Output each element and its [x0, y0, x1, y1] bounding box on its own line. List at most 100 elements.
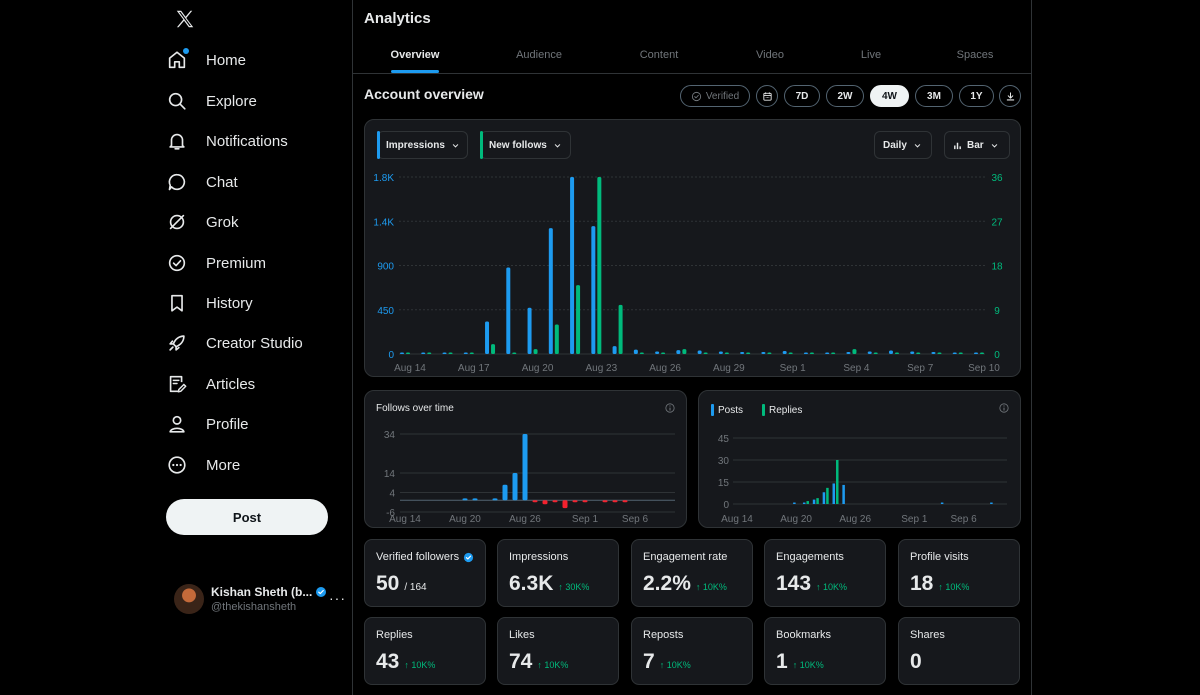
posts-bar	[940, 502, 944, 504]
legend-replies[interactable]: Replies	[762, 404, 802, 416]
impressions-bar	[548, 228, 553, 354]
metric-card-likes[interactable]: Likes 74 ↑ 10K%	[497, 617, 619, 685]
posts-bar	[842, 484, 845, 504]
metric-change: ↑ 10K%	[695, 582, 727, 592]
metric-value-text: 43	[376, 650, 400, 673]
tab-content[interactable]: Content	[639, 49, 679, 61]
nav-label: Creator Studio	[206, 334, 303, 352]
y-tick: 30	[718, 456, 730, 467]
x-tick: Sep 1	[780, 363, 807, 374]
metric-card-shares[interactable]: Shares 0	[898, 617, 1020, 685]
y-tick-right: 27	[991, 217, 1003, 228]
page-title: Analytics	[364, 10, 431, 27]
follow-gain-bar	[472, 498, 478, 501]
follows-bar	[788, 352, 793, 354]
analytics-tabs: Overview Audience Content Video Live Spa…	[353, 40, 1031, 74]
legend-replies-swatch	[762, 404, 765, 416]
tab-live[interactable]: Live	[860, 49, 882, 61]
range-3m-button[interactable]: 3M	[915, 85, 953, 107]
nav-creator-studio[interactable]: Creator Studio	[164, 325, 303, 361]
follows-bar	[703, 352, 708, 354]
legend-posts[interactable]: Posts	[711, 404, 743, 416]
x-tick: Aug 14	[394, 363, 426, 374]
verified-filter-label: Verified	[705, 90, 740, 102]
nav-more[interactable]: More	[164, 447, 240, 483]
nav-notifications[interactable]: Notifications	[164, 123, 288, 159]
x-tick: Aug 29	[713, 363, 745, 374]
metric-label-text: Profile visits	[910, 551, 969, 563]
more-circle-icon	[164, 452, 190, 478]
nav-grok[interactable]: Grok	[164, 204, 239, 240]
y-tick: 15	[718, 478, 730, 489]
follows-bar	[618, 304, 623, 354]
range-1y-button[interactable]: 1Y	[959, 85, 994, 107]
person-icon	[164, 411, 190, 437]
follows-bar	[469, 352, 474, 354]
nav-label: Profile	[206, 415, 249, 433]
y-tick: 14	[384, 469, 396, 480]
posts-bar	[990, 502, 993, 504]
verified-badge-icon	[164, 250, 190, 276]
info-icon[interactable]	[999, 403, 1009, 413]
y-tick-right: 36	[991, 173, 1003, 184]
interval-dropdown[interactable]: Daily	[874, 131, 932, 159]
account-switcher[interactable]: Kishan Sheth (b... @thekishansheth ···	[174, 582, 346, 616]
account-more-icon[interactable]: ···	[329, 590, 346, 606]
post-button[interactable]: Post	[166, 499, 328, 535]
range-7d-button[interactable]: 7D	[784, 85, 820, 107]
nav-chat[interactable]: Chat	[164, 164, 238, 200]
chevron-down-icon	[452, 143, 459, 148]
nav-label: More	[206, 456, 241, 474]
verified-filter-button[interactable]: Verified	[680, 85, 750, 107]
tab-overview[interactable]: Overview	[390, 49, 440, 61]
metric-card-bookmarks[interactable]: Bookmarks 1 ↑ 10K%	[764, 617, 886, 685]
metric-card-engagement-rate[interactable]: Engagement rate 2.2% ↑ 10K%	[631, 539, 753, 607]
metric-card-reposts[interactable]: Reposts 7 ↑ 10K%	[631, 617, 753, 685]
nav-history[interactable]: History	[164, 285, 253, 321]
metric-label-text: Bookmarks	[776, 629, 832, 641]
impressions-bar	[655, 351, 660, 354]
nav-home[interactable]: Home	[164, 42, 246, 78]
notification-dot	[183, 48, 189, 54]
follows-bar	[512, 352, 517, 354]
nav-articles[interactable]: Articles	[164, 366, 255, 402]
tab-spaces[interactable]: Spaces	[956, 49, 994, 61]
range-4w-button[interactable]: 4W	[870, 85, 909, 107]
tab-audience[interactable]: Audience	[516, 49, 562, 61]
metric-card-replies[interactable]: Replies 43 ↑ 10K%	[364, 617, 486, 685]
y-tick: 34	[384, 430, 396, 441]
follows-bar	[767, 352, 772, 354]
impressions-bar	[974, 352, 978, 354]
metric-value-text: 1	[776, 650, 788, 673]
calendar-button[interactable]	[756, 85, 778, 107]
follow-loss-bar	[612, 500, 618, 503]
metric-card-profile-visits[interactable]: Profile visits 18 ↑ 10K%	[898, 539, 1020, 607]
nav-profile[interactable]: Profile	[164, 406, 249, 442]
download-button[interactable]	[999, 85, 1021, 107]
metric-value: 1 ↑ 10K%	[776, 650, 824, 674]
follows-bar	[682, 349, 687, 354]
follow-loss-bar	[552, 500, 558, 503]
account-name: Kishan Sheth (b...	[211, 585, 313, 599]
metric-left-dropdown[interactable]: Impressions	[377, 131, 468, 159]
follow-loss-bar	[572, 500, 578, 503]
y-tick: 0	[723, 500, 729, 511]
y-tick-left: 0	[388, 350, 394, 361]
nav-explore[interactable]: Explore	[164, 83, 257, 119]
follows-bar	[852, 349, 857, 354]
metric-card-impressions[interactable]: Impressions 6.3K ↑ 30K%	[497, 539, 619, 607]
info-icon[interactable]	[665, 403, 675, 413]
metric-label: Shares	[910, 629, 945, 641]
metric-card-verified-followers[interactable]: Verified followers 50 / 164	[364, 539, 486, 607]
nav-premium[interactable]: Premium	[164, 245, 266, 281]
metric-card-engagements[interactable]: Engagements 143 ↑ 10K%	[764, 539, 886, 607]
metric-label-text: Engagements	[776, 551, 844, 563]
x-logo-icon[interactable]	[174, 8, 196, 30]
impressions-bar	[782, 351, 787, 354]
metric-right-label: New follows	[489, 139, 547, 151]
tab-video[interactable]: Video	[756, 49, 784, 61]
range-2w-button[interactable]: 2W	[826, 85, 864, 107]
metric-right-dropdown[interactable]: New follows	[480, 131, 571, 159]
chart-type-dropdown[interactable]: Bar	[944, 131, 1010, 159]
x-tick: Sep 10	[968, 363, 1000, 374]
